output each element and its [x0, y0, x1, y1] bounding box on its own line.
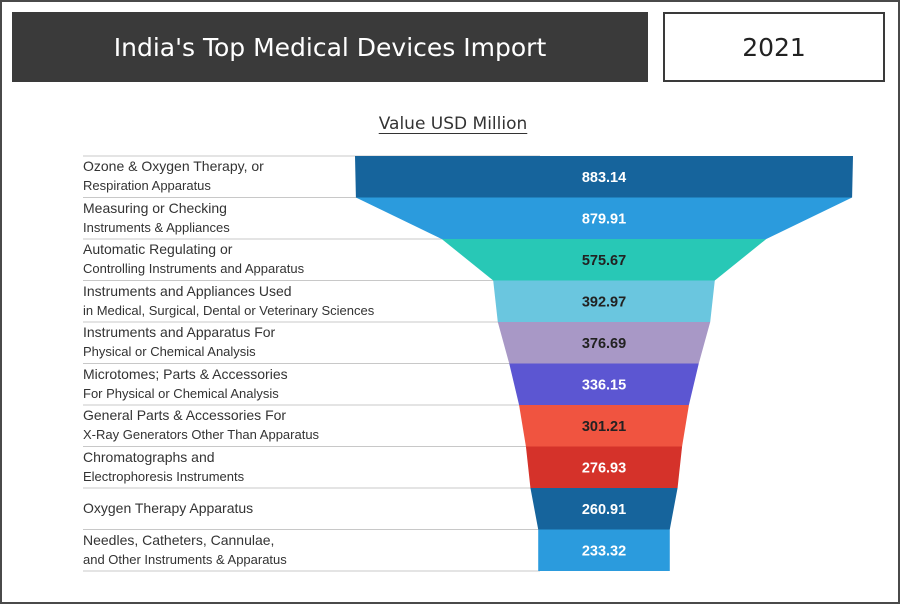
category-label: Microtomes; Parts & Accessories For Physi…	[83, 365, 288, 401]
value-label: 376.69	[582, 336, 626, 352]
funnel-segment	[355, 197, 853, 239]
funnel-segment	[538, 529, 670, 571]
funnel-segment	[530, 488, 678, 530]
chart-subtitle: Value USD Million	[378, 114, 528, 134]
funnel-segment	[497, 322, 711, 364]
category-label: General Parts & Accessories For X-Ray Gen…	[83, 407, 320, 442]
category-label: Measuring or Checking Instruments & Appli…	[83, 199, 230, 235]
category-label: Automatic Regulating or Controlling Instr…	[83, 241, 305, 276]
funnel-segment	[519, 405, 689, 447]
category-label: Oxygen Therapy Apparatus	[83, 499, 254, 516]
value-label: 276.93	[582, 460, 626, 476]
funnel-segment	[441, 239, 767, 281]
value-label: 575.67	[582, 253, 626, 269]
value-label: 879.91	[582, 211, 626, 227]
category-label: Needles, Catheters, Cannulae, and Other I…	[83, 531, 287, 567]
value-label: 392.97	[582, 294, 626, 310]
funnel-segment	[525, 446, 683, 488]
category-label: Instruments and Apparatus For Physical or…	[83, 324, 276, 359]
value-label: 336.15	[582, 377, 626, 393]
category-label: Chromatographs and Electrophoresis Instru…	[83, 448, 245, 484]
category-label: Instruments and Appliances Used in Medica…	[83, 282, 375, 318]
value-label: 260.91	[582, 502, 626, 518]
value-label: 883.14	[582, 170, 626, 186]
funnel-segment	[355, 156, 853, 198]
funnel-segment	[509, 363, 699, 405]
value-label: 301.21	[582, 419, 626, 435]
year-label: 2021	[663, 12, 885, 82]
funnel-segment	[493, 280, 715, 322]
value-label: 233.32	[582, 543, 626, 559]
category-label: Ozone & Oxygen Therapy, or Respiration Ap…	[83, 158, 264, 193]
chart-title: India's Top Medical Devices Import	[12, 12, 648, 82]
